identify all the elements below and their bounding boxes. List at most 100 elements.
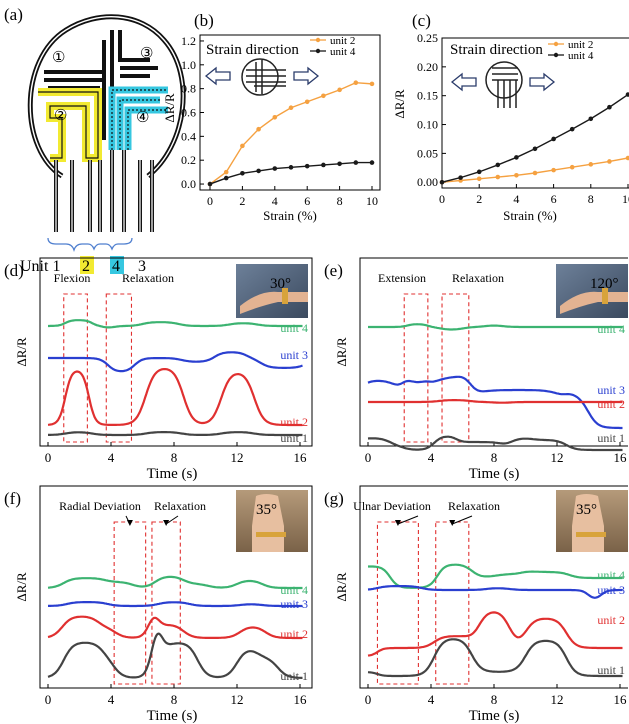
- chart-b-ylabel: ΔR/R: [162, 93, 177, 123]
- arrow-head-icon: [449, 520, 456, 526]
- xtick-label: 12: [231, 692, 244, 707]
- trace-label-unit-4: unit 4: [597, 568, 625, 582]
- chart-c-xticks: 0 2 4 6 8 10: [439, 184, 629, 206]
- trace-unit-1: [48, 431, 303, 437]
- chart-c-frame: [441, 37, 629, 189]
- data-point: [532, 146, 538, 152]
- unit-2-highlight: [80, 256, 94, 274]
- xtick-label: 0: [365, 450, 372, 465]
- xtick-label: 4: [428, 450, 435, 465]
- unit-label-4: 4: [112, 258, 120, 275]
- data-point: [369, 81, 375, 87]
- chart-b-xlabel: Strain (%): [263, 208, 317, 223]
- ytick-label: 0.4: [181, 129, 196, 143]
- data-point: [353, 160, 359, 165]
- trace-unit-3: [48, 351, 303, 373]
- inset-photo: 35°: [236, 490, 308, 552]
- trace-label-unit-2: unit 2: [280, 627, 308, 641]
- trace-unit-4: [47, 575, 303, 590]
- unit-4-marker: ④: [136, 110, 149, 126]
- trace-unit-4: [368, 563, 623, 589]
- xtick-label: 8: [491, 692, 498, 707]
- unit-label-2: 2: [82, 258, 90, 275]
- xtick-label: 10: [622, 192, 629, 206]
- chart-f-frame: [39, 485, 313, 689]
- trace-unit-1: [367, 638, 623, 678]
- xtick-label: 2: [239, 194, 245, 208]
- data-point: [353, 80, 359, 85]
- data-point: [532, 170, 538, 176]
- xtick-label: 4: [428, 692, 435, 707]
- ytick-label: 0.8: [181, 82, 196, 96]
- series-line-unit-2: [441, 157, 629, 183]
- xtick-label: 8: [491, 450, 498, 465]
- inset-photo: 120°: [556, 264, 628, 318]
- legend-marker: [553, 52, 559, 58]
- event-window-box: [403, 293, 429, 443]
- trace-label-unit-4: unit 4: [597, 322, 625, 336]
- ytick-label: 0.0: [181, 177, 196, 191]
- arm-shape: [560, 291, 628, 314]
- trace-label-unit-2: unit 2: [597, 613, 625, 627]
- data-point: [240, 143, 245, 149]
- trace-label-unit-2: unit 2: [597, 397, 625, 411]
- right-arrow-icon: [293, 66, 320, 86]
- chart-b-strain-icon: [204, 58, 320, 96]
- trace-unit-2: [368, 399, 623, 404]
- chart-e-annotation: Extension: [378, 271, 426, 285]
- panel-c: (c) ΔR/R 0.00 0.05 0.10 0.15 0.20 0.25 0 2 4 6 8 1…: [392, 11, 629, 223]
- left-arrow-icon: [204, 66, 231, 86]
- trace-unit-4: [48, 319, 303, 329]
- legend-marker: [315, 37, 321, 43]
- xtick-label: 8: [171, 450, 178, 465]
- trace-label-unit-3: unit 3: [597, 583, 625, 597]
- data-point: [439, 179, 445, 185]
- chart-c-annotation: Strain direction: [450, 42, 543, 58]
- data-point: [288, 105, 294, 111]
- arrow-head-icon: [163, 520, 170, 526]
- chart-e-xlabel: Time (s): [469, 466, 520, 482]
- chart-g-ylabel: ΔR/R: [334, 572, 349, 602]
- data-point: [569, 126, 575, 132]
- chart-f-ylabel: ΔR/R: [14, 572, 29, 602]
- unit-4-highlight: [110, 256, 124, 274]
- data-point: [223, 169, 229, 175]
- chart-c-yticks: 0.00 0.05 0.10 0.15 0.20 0.25: [417, 31, 446, 189]
- data-point: [369, 160, 375, 165]
- inset-photo: 30°: [236, 264, 308, 318]
- data-point: [607, 104, 612, 110]
- inset-photo: 35°: [556, 490, 628, 552]
- trace-unit-3: [48, 600, 303, 608]
- data-point: [288, 165, 294, 170]
- ytick-label: 0.25: [417, 31, 438, 45]
- chart-b-xticks: 0 2 4 6 8 10: [207, 186, 378, 208]
- data-point: [495, 162, 501, 168]
- trace-unit-1: [367, 435, 623, 452]
- trace-label-unit-1: unit 1: [280, 431, 308, 445]
- panel-g: (g) ΔR/R 0 4 8 12 16 Time (s) Ulnar Deviation Rel…: [324, 485, 628, 724]
- panel-g-label: (g): [324, 489, 344, 508]
- ytick-label: 0.2: [181, 153, 196, 167]
- xtick-label: 6: [551, 192, 557, 206]
- panel-a: (a) ① ③ ② ④: [4, 5, 186, 275]
- xtick-label: 4: [513, 192, 519, 206]
- trace-unit-3: [367, 375, 623, 430]
- data-point: [321, 93, 326, 99]
- data-point: [476, 176, 482, 182]
- chart-e-ylabel: ΔR/R: [334, 337, 349, 367]
- xtick-label: 2: [476, 192, 482, 206]
- xtick-label: 16: [614, 450, 628, 465]
- annotation-arrow: [165, 515, 179, 525]
- trace-label-unit-1: unit 1: [597, 663, 625, 677]
- trace-unit-2: [367, 611, 623, 657]
- arm-shape: [240, 291, 308, 314]
- annotation-arrow: [452, 515, 473, 525]
- photo-angle-label: 120°: [590, 276, 619, 292]
- data-point: [514, 173, 519, 178]
- unit-2-trace: [38, 88, 102, 162]
- event-window-box: [113, 521, 147, 685]
- data-point: [321, 162, 326, 168]
